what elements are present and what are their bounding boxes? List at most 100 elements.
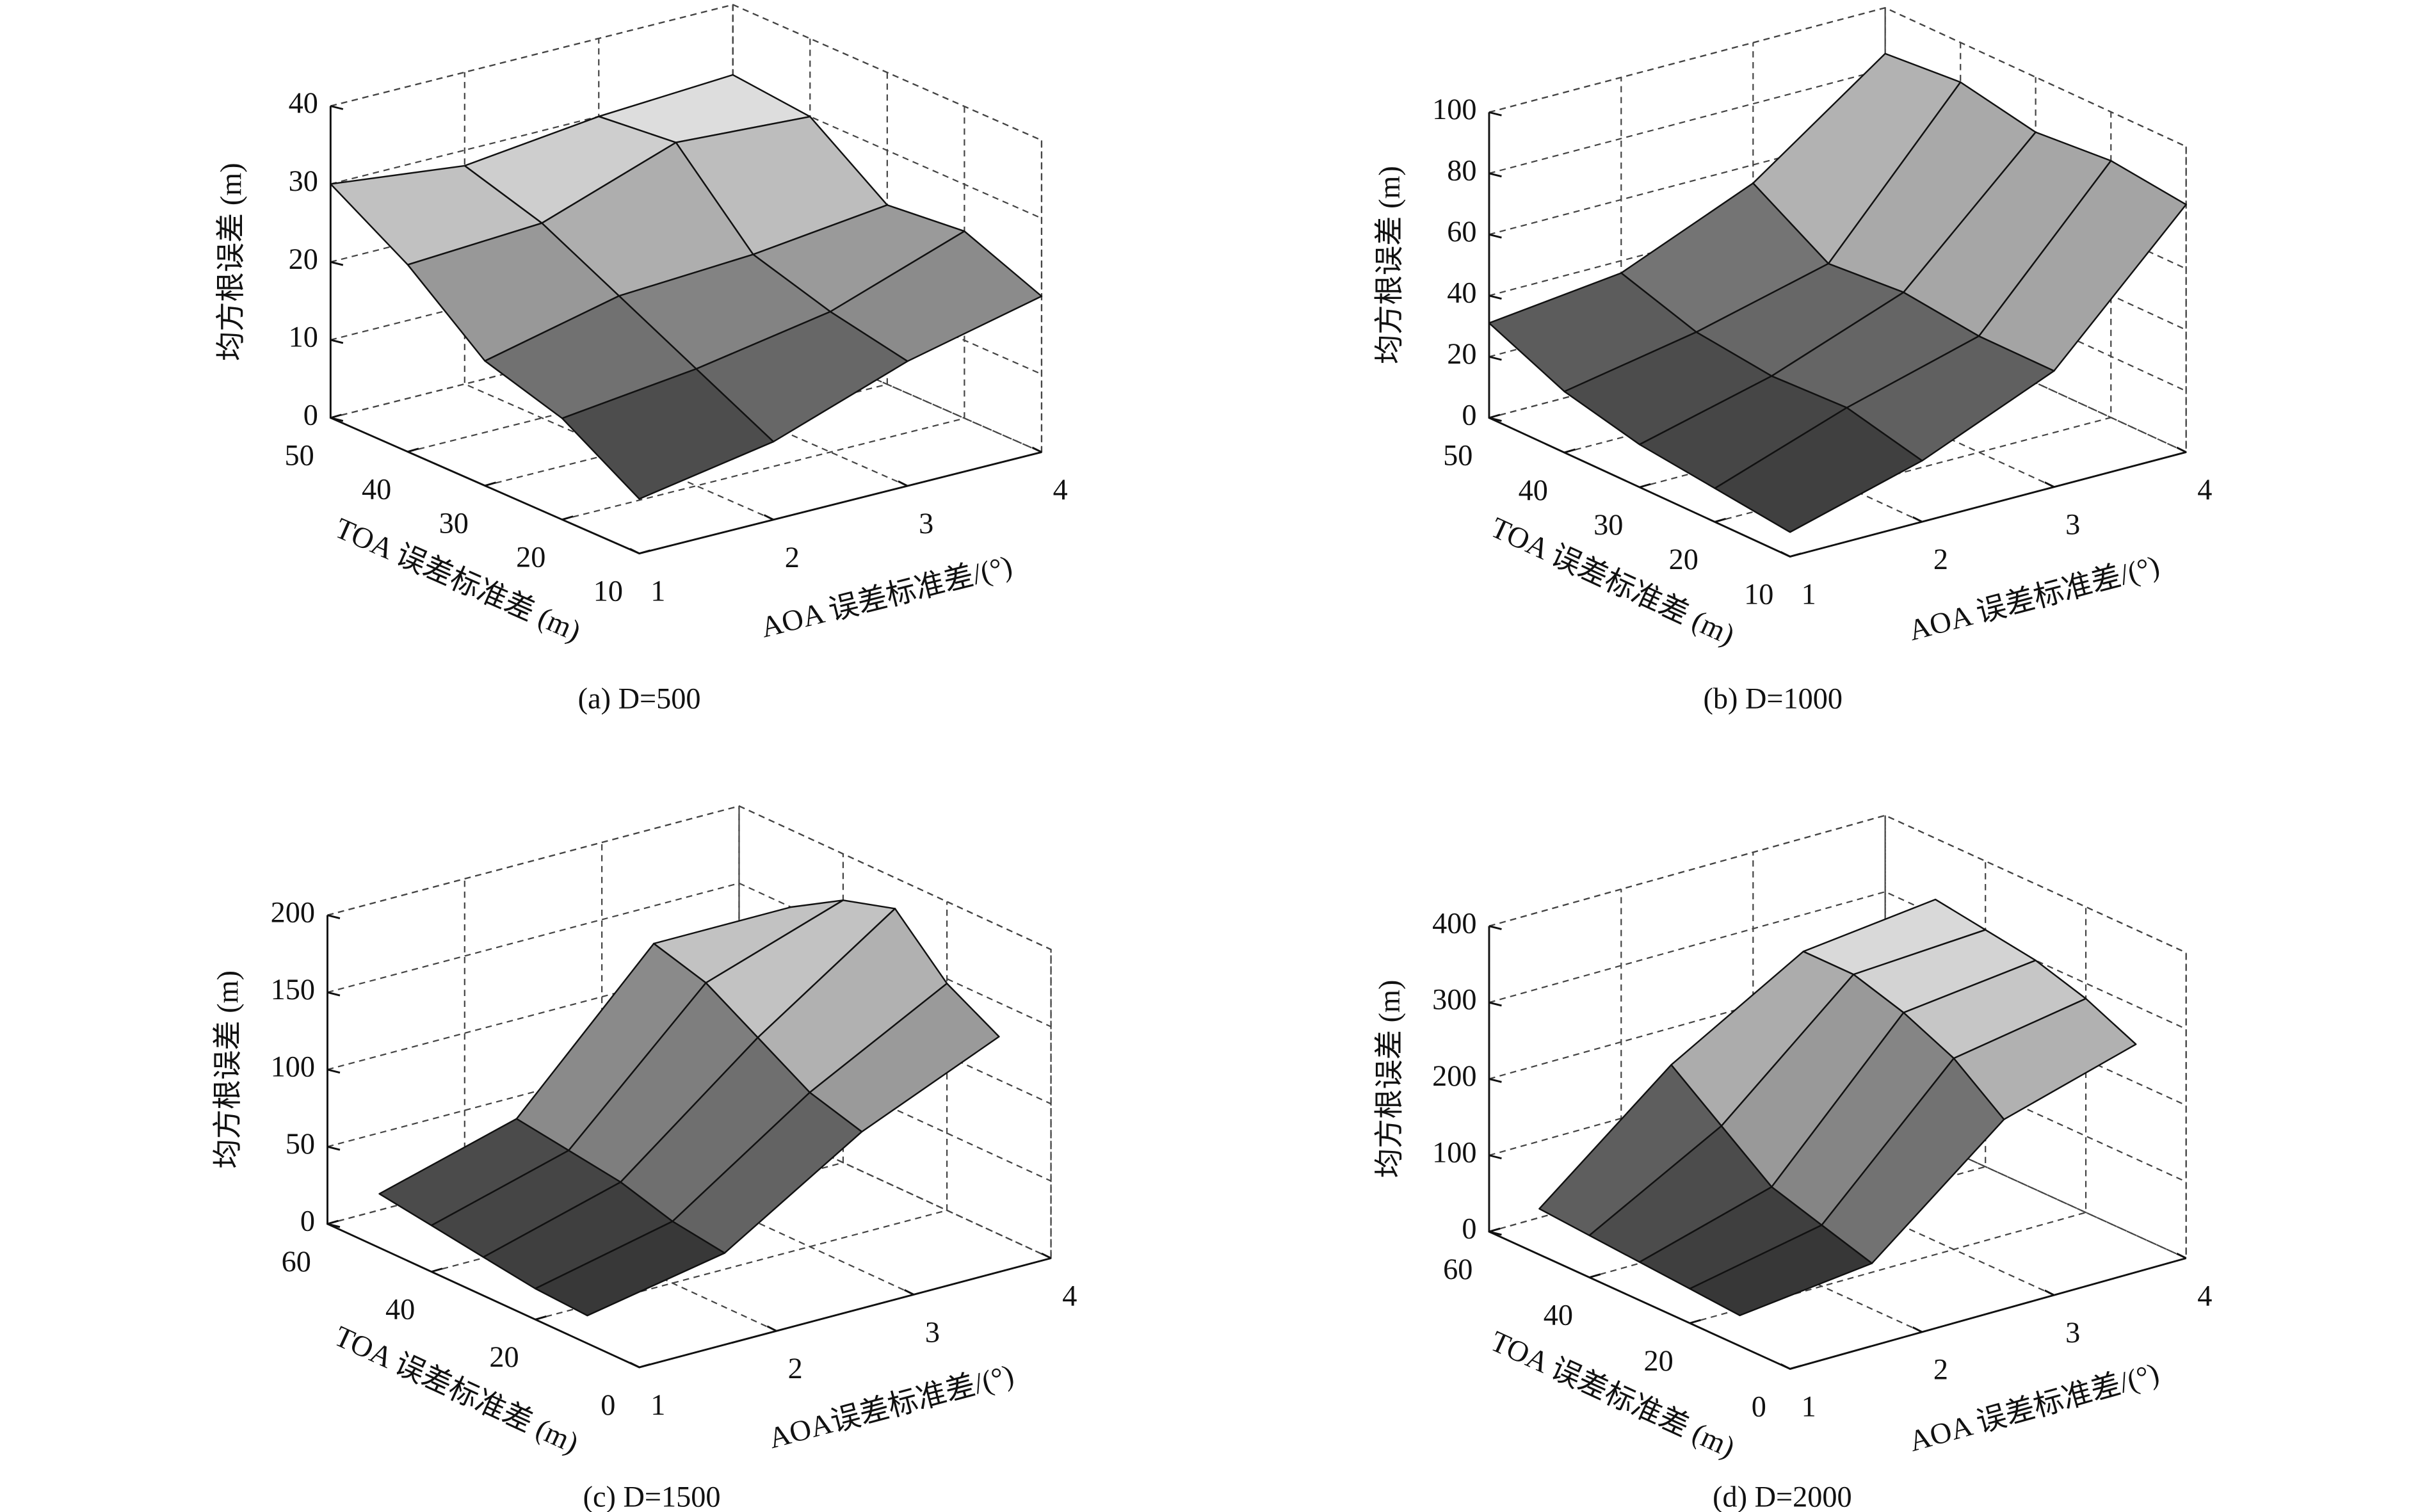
x-tick [763,514,774,521]
x-tick [766,1325,777,1332]
y-tick [1689,1319,1701,1324]
y-tick-label: 60 [282,1246,311,1278]
z-tick [1488,355,1502,361]
z-tick-label: 200 [271,896,315,929]
caption: (d) D=2000 [1713,1481,1852,1512]
z-tick [330,417,344,422]
x-tick [1780,551,1791,558]
x-tick-label: 3 [919,508,933,540]
y-tick-label: 40 [1544,1299,1573,1331]
x-axis-label: AOA误差标准差/(°) [765,1359,1017,1456]
z-tick [1488,1077,1502,1083]
z-tick-label: 0 [1462,1213,1476,1246]
x-tick [2176,1252,2187,1259]
surface-patch [1714,406,1923,533]
y-tick-label: 50 [284,440,314,472]
y-tick [485,481,496,487]
z-tick-label: 100 [1432,93,1476,126]
z-tick [1488,294,1502,300]
grid-line [561,106,965,520]
y-tick-label: 0 [601,1389,615,1422]
z-axis-label: 均方根误差 (m) [212,970,245,1169]
y-tick [535,1315,547,1321]
z-tick-label: 40 [289,87,318,120]
y-tick-label: 0 [1752,1390,1766,1423]
x-tick-label: 4 [2197,1280,2212,1312]
grid-line [327,805,1052,951]
x-tick-label: 3 [925,1316,940,1349]
y-tick [1789,1365,1802,1370]
y-tick-label: 20 [489,1341,519,1374]
y-tick-label: 40 [362,474,391,506]
x-tick-label: 2 [788,1353,803,1385]
y-tick [1589,1273,1601,1278]
y-tick-label: 20 [1669,543,1698,576]
z-tick-label: 400 [1432,907,1476,940]
z-tick-label: 0 [1462,399,1476,431]
z-tick-label: 100 [271,1050,315,1083]
z-tick [1488,1154,1502,1160]
x-tick [898,480,908,487]
x-tick-label: 1 [1802,578,1816,611]
z-tick [1488,925,1502,931]
z-tick [327,1068,341,1074]
y-axis-label: TOA 误差标准差 (m) [1485,1325,1739,1465]
y-tick [1488,1227,1501,1233]
y-tick [1564,448,1576,454]
x-tick-label: 4 [1053,474,1068,506]
x-tick [1912,516,1923,523]
surface-patch [534,1220,726,1317]
grid-line [535,901,948,1321]
y-tick [1714,518,1726,523]
z-tick [1488,417,1502,422]
x-tick-label: 3 [2065,509,2080,542]
y-tick [561,515,574,521]
y-tick [639,549,651,555]
z-axis-label: 均方根误差 (m) [215,163,248,361]
z-tick-label: 300 [1432,984,1476,1017]
grid-line [485,72,888,487]
x-tick-label: 1 [650,575,665,608]
z-tick [1488,172,1502,178]
grid-line [1488,814,2187,954]
z-tick-label: 50 [286,1128,315,1161]
caption: (b) D=1000 [1703,683,1843,716]
y-tick [1488,414,1501,419]
y-axis-label: TOA 误差标准差 (m) [330,1320,583,1460]
x-tick-label: 1 [1802,1390,1816,1423]
y-tick-label: 40 [1519,474,1548,507]
z-tick-label: 100 [1432,1136,1476,1169]
z-tick-label: 30 [289,165,318,198]
x-tick-label: 2 [785,542,800,574]
caption: (a) D=500 [578,683,701,716]
z-tick [330,105,344,110]
z-tick [327,914,341,919]
z-tick [1488,1001,1502,1007]
y-tick [407,447,419,453]
z-tick-label: 10 [289,321,318,354]
y-tick-label: 40 [385,1294,415,1326]
caption: (c) D=1500 [583,1481,721,1512]
y-tick [327,1219,339,1225]
z-tick [327,1223,341,1228]
y-tick [431,1267,443,1273]
y-tick-label: 50 [1443,440,1472,472]
x-tick [2044,481,2055,488]
x-tick [629,1362,640,1369]
y-tick-label: 30 [439,508,469,540]
x-tick-label: 3 [2065,1317,2080,1349]
z-tick-label: 60 [1447,216,1476,248]
x-tick-label: 4 [2197,474,2212,506]
z-tick-label: 20 [1447,338,1476,371]
y-tick [639,1363,651,1369]
z-axis-label: 均方根误差 (m) [1374,980,1407,1178]
z-tick-label: 0 [303,399,318,431]
z-tick-label: 0 [300,1205,315,1238]
x-tick-label: 2 [1933,1354,1948,1387]
y-tick-label: 20 [1643,1345,1673,1378]
z-tick [1488,233,1502,239]
